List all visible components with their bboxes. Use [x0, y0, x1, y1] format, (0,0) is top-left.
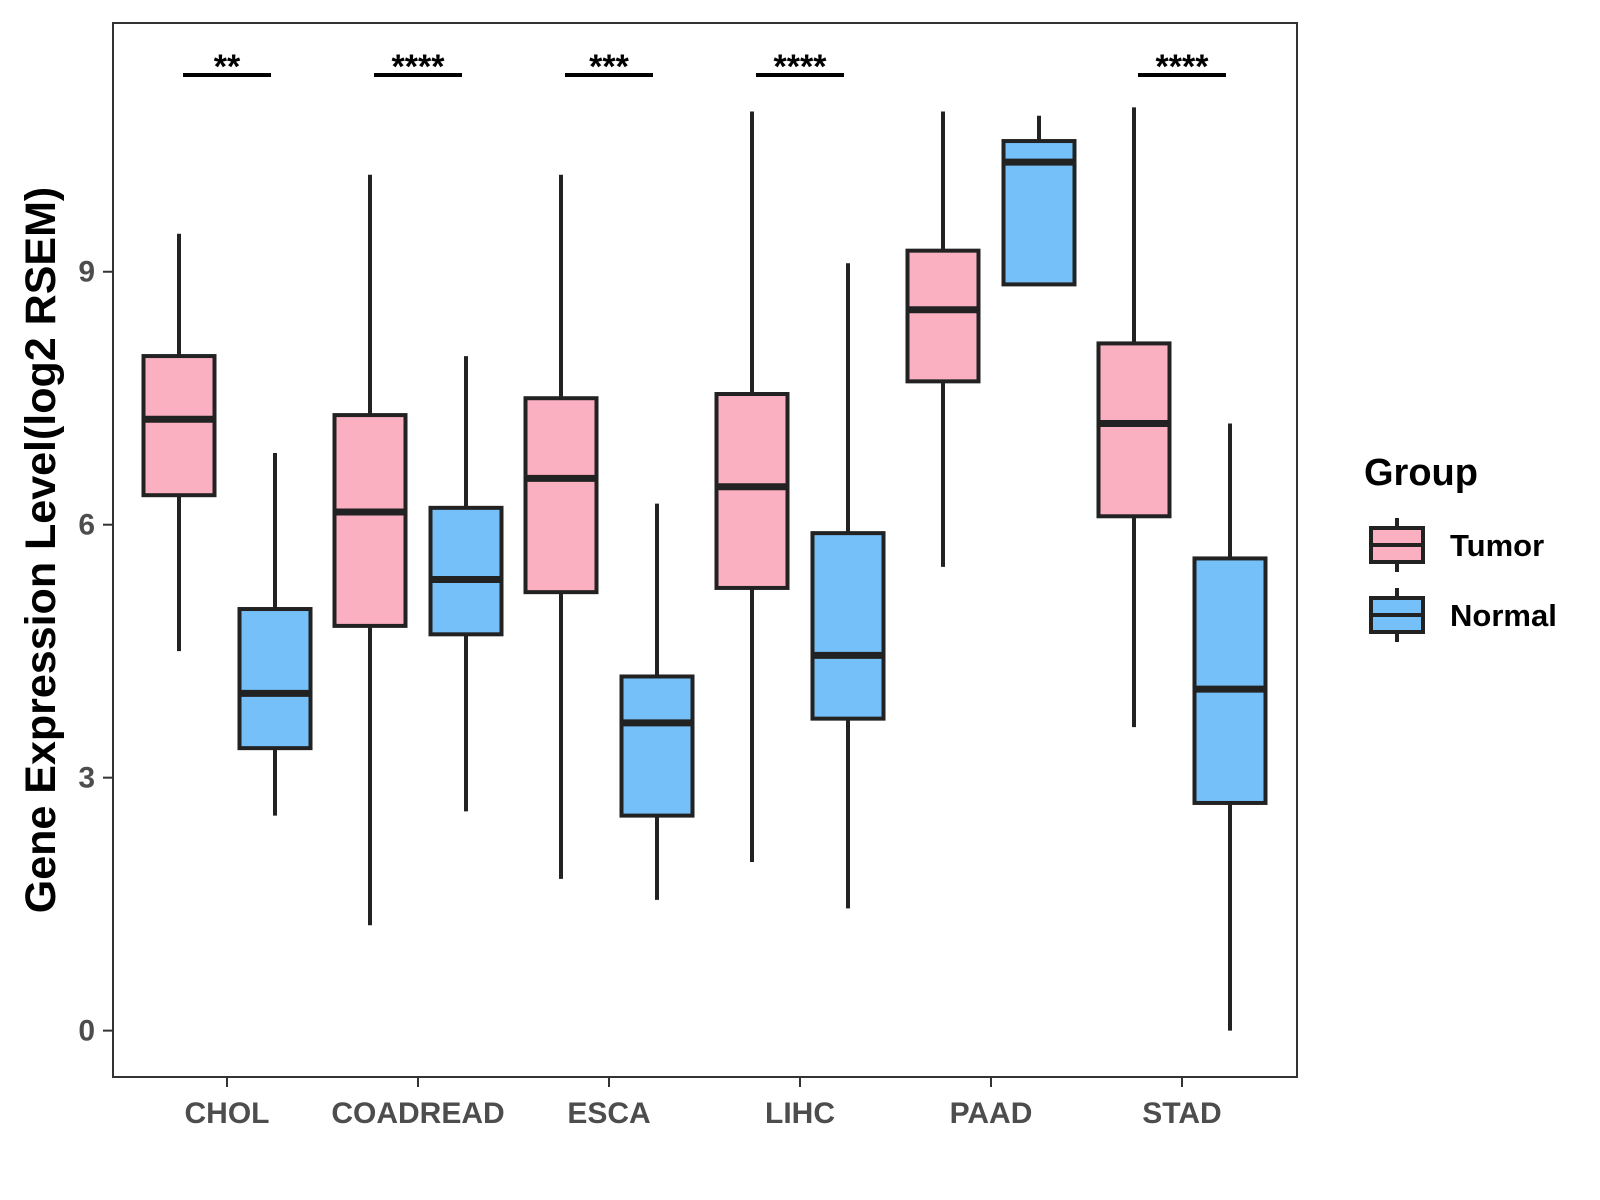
y-tick-label: 0: [78, 1015, 95, 1048]
y-tick-label: 6: [78, 509, 95, 542]
box-tumor-stad: [1096, 107, 1172, 728]
plot-area: ** **** *** **** ****: [141, 48, 1268, 1031]
box-normal-coadread: [428, 356, 504, 812]
significance-stad: ****: [1138, 48, 1226, 86]
box-tumor-chol: [141, 233, 217, 652]
box-iqr: [714, 392, 790, 590]
box-tumor-paad: [905, 111, 981, 567]
box-iqr: [619, 674, 695, 818]
significance-label: **: [214, 48, 241, 86]
significance-chol: **: [183, 48, 271, 86]
legend-label-tumor: Tumor: [1450, 528, 1544, 563]
legend-label-normal: Normal: [1450, 598, 1557, 633]
box-iqr: [905, 248, 981, 384]
box-iqr: [1096, 341, 1172, 519]
box-iqr: [237, 607, 313, 751]
legend: Group Tumor Normal: [1364, 452, 1557, 642]
box-normal-chol: [237, 453, 313, 816]
significance-label: ***: [589, 48, 629, 86]
box-tumor-esca: [523, 174, 599, 879]
box-normal-paad: [1001, 115, 1077, 287]
box-iqr: [141, 354, 217, 498]
significance-esca: ***: [565, 48, 653, 86]
y-tick-label: 3: [78, 762, 95, 795]
significance-label: ****: [774, 48, 828, 86]
box-iqr: [428, 505, 504, 637]
box-normal-lihc: [810, 263, 886, 909]
y-axis-title: Gene Expression Level(log2 RSEM): [17, 187, 65, 913]
x-tick-label: PAAD: [950, 1097, 1033, 1130]
y-tick-label: 9: [78, 256, 95, 289]
axes: CHOL COADREAD ESCA LIHC PAAD STAD 0 3 6 9: [78, 256, 1221, 1130]
significance-label: ****: [1156, 48, 1210, 86]
plot-panel-border: [112, 22, 1298, 1078]
legend-title: Group: [1364, 452, 1478, 494]
box-tumor-lihc: [714, 111, 790, 862]
significance-label: ****: [392, 48, 446, 86]
x-tick-label: CHOL: [185, 1097, 270, 1130]
box-tumor-coadread: [332, 174, 408, 926]
legend-key-normal: Normal: [1369, 588, 1557, 642]
x-tick-label: LIHC: [765, 1097, 835, 1130]
significance-lihc: ****: [756, 48, 844, 86]
x-tick-label: COADREAD: [331, 1097, 504, 1130]
box-iqr: [810, 531, 886, 721]
box-normal-esca: [619, 503, 695, 900]
box-normal-stad: [1192, 423, 1268, 1031]
box-iqr: [523, 396, 599, 595]
box-iqr: [332, 413, 408, 628]
x-tick-label: STAD: [1142, 1097, 1221, 1130]
x-tick-label: ESCA: [567, 1097, 650, 1130]
legend-key-tumor: Tumor: [1369, 518, 1544, 572]
significance-coadread: ****: [374, 48, 462, 86]
box-iqr: [1192, 556, 1268, 805]
